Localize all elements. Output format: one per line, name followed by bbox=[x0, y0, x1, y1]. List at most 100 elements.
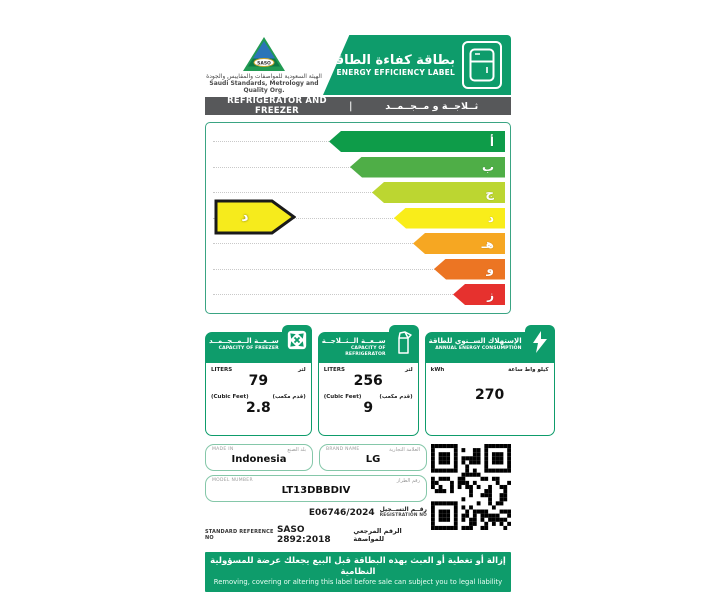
label-title-text: بطاقة كفاءة الطاقة ENERGY EFFICIENCY LAB… bbox=[328, 53, 455, 77]
refrigerator-liters-value: 256 bbox=[353, 373, 383, 389]
label-title-english: ENERGY EFFICIENCY LABEL bbox=[336, 68, 455, 77]
rating-grade-row: ب bbox=[211, 155, 505, 180]
brand-label-ar: العلامة التجارية bbox=[389, 447, 420, 453]
brand-label-en: BRAND NAME bbox=[326, 447, 360, 452]
grade-letter: ج bbox=[485, 185, 494, 200]
annual-energy-box: الإستهلاك الســنوي للطاقة ANNUAL ENERGY … bbox=[424, 325, 556, 436]
lightning-bolt-icon bbox=[525, 325, 556, 363]
grade-dotted-line bbox=[213, 217, 503, 219]
org-name-english: Saudi Standards, Metrology and Quality O… bbox=[209, 80, 319, 94]
grade-arrow: و bbox=[434, 258, 505, 280]
freezer-cubic-label-ar: (قدم مكعب) bbox=[272, 394, 306, 400]
refrigerator-cubic-value: 9 bbox=[363, 400, 374, 416]
metrics-row: ســعــة الــمــجــمــد CAPACITY OF FREEZ… bbox=[205, 324, 556, 436]
refrigerator-title-english: CAPACITY OF REFRIGERATOR bbox=[345, 346, 386, 357]
product-info-section: MADE IN بلد الصنع Indonesia BRAND NAME ا… bbox=[205, 444, 511, 545]
refrigerator-liters-label-en: LITERS bbox=[323, 367, 345, 373]
qr-code bbox=[431, 444, 511, 530]
freezer-liters-label-en: LITERS bbox=[211, 367, 233, 373]
standard-number: SASO 2892:2018 bbox=[276, 525, 331, 545]
registration-row: E06746/2024 رقــم التســجيل REGISTRATION… bbox=[205, 507, 427, 519]
rating-scale-chart: أ ب ج د هـ و ز د bbox=[205, 122, 511, 314]
grade-arrow: د bbox=[394, 207, 505, 229]
legal-warning-bar: إزالة أو تغطية أو العبث بهذه البطاقة قبل… bbox=[205, 552, 511, 592]
label-header: SASO الهيئة السعودية للمواصفات والمقاييس… bbox=[205, 35, 511, 95]
milk-carton-icon bbox=[389, 325, 420, 363]
grade-arrow: هـ bbox=[413, 233, 505, 254]
brand-value: LG bbox=[365, 454, 381, 465]
grade-letter: ز bbox=[487, 287, 494, 302]
freezer-title-arabic: ســعــة الــمــجــمــد bbox=[209, 337, 279, 345]
refrigerator-title-arabic: ســعــة الــثــلاجــة bbox=[321, 337, 386, 345]
grade-arrow: أ bbox=[329, 131, 505, 152]
grade-arrow: ز bbox=[453, 284, 505, 305]
refrigerator-liters-labels: LITERS لتر bbox=[319, 363, 418, 373]
grade-dotted-line bbox=[213, 294, 503, 295]
freezer-icon bbox=[282, 325, 313, 363]
org-name-arabic: الهيئة السعودية للمواصفات والمقاييس والج… bbox=[206, 73, 322, 80]
made-in-label-ar: بلد الصنع bbox=[287, 447, 306, 453]
freezer-capacity-box: ســعــة الــمــجــمــد CAPACITY OF FREEZ… bbox=[205, 325, 313, 436]
freezer-cubic-labels: (Cubic Feet) (قدم مكعب) bbox=[206, 390, 311, 400]
grade-letter: و bbox=[486, 262, 494, 276]
model-value: LT13DBBDIV bbox=[281, 485, 351, 496]
rating-grade-row: ز bbox=[211, 282, 505, 307]
energy-value: 270 bbox=[475, 387, 505, 403]
refrigerator-liters-label-ar: لتر bbox=[404, 367, 413, 373]
category-arabic: ثــلاجــة و مــجــمــد bbox=[385, 100, 479, 112]
registration-labels: رقــم التســجيل REGISTRATION NO bbox=[380, 507, 427, 519]
freezer-liters-value: 79 bbox=[248, 373, 269, 389]
freezer-liters-label-ar: لتر bbox=[298, 367, 306, 373]
warning-english: Removing, covering or altering this labe… bbox=[213, 578, 503, 586]
registration-label-ar: رقــم التســجيل bbox=[379, 506, 427, 513]
current-rating-letter: د bbox=[241, 209, 249, 225]
energy-unit-labels: kWh كيلو واط ساعة bbox=[426, 363, 554, 373]
grade-letter: ب bbox=[481, 160, 494, 174]
rating-grade-row: هـ bbox=[211, 231, 505, 256]
refrigerator-cubic-labels: (Cubic Feet) (قدم مكعب) bbox=[319, 390, 418, 400]
grade-letter: أ bbox=[489, 134, 494, 149]
category-bar: REFRIGERATOR AND FREEZER | ثــلاجــة و م… bbox=[205, 96, 511, 116]
model-label-ar: رقم الطراز bbox=[396, 478, 420, 484]
grade-letter: د bbox=[487, 211, 494, 225]
pointer-shape bbox=[214, 199, 296, 235]
energy-title-arabic: الإستهلاك الســنوي للطاقة bbox=[428, 337, 522, 345]
grade-arrow: ج bbox=[372, 182, 505, 203]
energy-label: SASO الهيئة السعودية للمواصفات والمقاييس… bbox=[205, 35, 556, 592]
field-row-model: MODEL NUMBER رقم الطراز LT13DBBDIV bbox=[205, 475, 427, 502]
model-label-en: MODEL NUMBER bbox=[212, 478, 253, 483]
refrigerator-cubic-label-ar: (قدم مكعب) bbox=[379, 394, 413, 400]
field-row-top: MADE IN بلد الصنع Indonesia BRAND NAME ا… bbox=[205, 444, 427, 471]
saso-logo-text: SASO bbox=[257, 60, 271, 66]
current-rating-pointer: د bbox=[214, 199, 296, 235]
grade-arrow: ب bbox=[350, 156, 505, 178]
rating-grade-row: ج bbox=[211, 180, 505, 205]
warning-arabic: إزالة أو تغطية أو العبث بهذه البطاقة قبل… bbox=[210, 556, 506, 577]
grade-letter: هـ bbox=[481, 236, 494, 251]
saso-logo-icon: SASO bbox=[205, 36, 323, 72]
label-title-arabic: بطاقة كفاءة الطاقة bbox=[327, 53, 455, 68]
label-title-banner: بطاقة كفاءة الطاقة ENERGY EFFICIENCY LAB… bbox=[323, 35, 511, 95]
freezer-cubic-label-en: (Cubic Feet) bbox=[211, 394, 249, 400]
standard-label-en: STANDARD REFERENCE NO bbox=[205, 529, 274, 541]
category-divider: | bbox=[348, 100, 353, 112]
registration-number: E06746/2024 bbox=[308, 508, 375, 518]
standard-reference-row: STANDARD REFERENCE NO SASO 2892:2018 الر… bbox=[205, 525, 427, 545]
grade-dotted-line bbox=[213, 243, 503, 244]
freezer-title-english: CAPACITY OF FREEZER bbox=[218, 346, 279, 351]
energy-unit-label-ar: كيلو واط ساعة bbox=[508, 367, 549, 373]
refrigerator-cubic-label-en: (Cubic Feet) bbox=[323, 394, 362, 400]
brand-name-field: BRAND NAME العلامة التجارية LG bbox=[319, 444, 427, 471]
grade-dotted-line bbox=[213, 192, 503, 193]
made-in-value: Indonesia bbox=[231, 454, 287, 465]
model-number-field: MODEL NUMBER رقم الطراز LT13DBBDIV bbox=[205, 475, 427, 502]
energy-title-english: ANNUAL ENERGY CONSUMPTION bbox=[435, 346, 522, 351]
category-english: REFRIGERATOR AND FREEZER bbox=[227, 96, 327, 116]
refrigerator-capacity-box: ســعــة الــثــلاجــة CAPACITY OF REFRIG… bbox=[317, 325, 420, 436]
made-in-label-en: MADE IN bbox=[212, 447, 234, 452]
product-info-fields: MADE IN بلد الصنع Indonesia BRAND NAME ا… bbox=[205, 444, 427, 545]
rating-grade-row: أ bbox=[211, 129, 505, 154]
saso-org-block: SASO الهيئة السعودية للمواصفات والمقاييس… bbox=[205, 35, 323, 95]
made-in-field: MADE IN بلد الصنع Indonesia bbox=[205, 444, 313, 471]
